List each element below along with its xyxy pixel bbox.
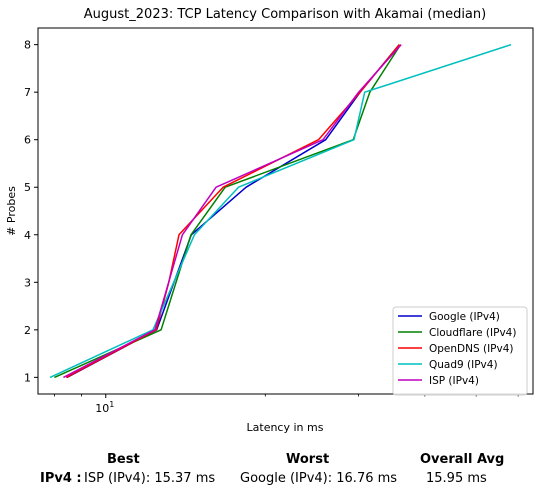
series-line-3 bbox=[65, 44, 400, 379]
legend-label: Cloudflare (IPv4) bbox=[429, 327, 516, 339]
legend-label: Quad9 (IPv4) bbox=[429, 359, 498, 371]
y-tick-label: 1 bbox=[24, 371, 31, 384]
ipv4-row-label: IPv4 : bbox=[40, 471, 82, 486]
x-axis: 101 bbox=[53, 394, 519, 415]
series-line-2 bbox=[54, 44, 402, 379]
best-header: Best bbox=[107, 452, 140, 467]
worst-value: Google (IPv4): 16.76 ms bbox=[240, 471, 398, 486]
overall-avg-header: Overall Avg bbox=[420, 452, 505, 467]
series-line-5 bbox=[63, 44, 402, 379]
chart-title: August_2023: TCP Latency Comparison with… bbox=[84, 7, 486, 22]
best-value: ISP (IPv4): 15.37 ms bbox=[84, 471, 216, 486]
y-tick-label: 3 bbox=[24, 276, 31, 289]
series-line-1 bbox=[66, 44, 400, 379]
legend-label: Google (IPv4) bbox=[429, 311, 500, 323]
legend: Google (IPv4) Cloudflare (IPv4) OpenDNS (I… bbox=[392, 306, 528, 396]
legend-label: OpenDNS (IPv4) bbox=[429, 343, 514, 355]
latency-chart: August_2023: TCP Latency Comparison with… bbox=[5, 7, 534, 434]
legend-frame bbox=[392, 306, 528, 396]
y-tick-label: 4 bbox=[24, 229, 31, 242]
x-tick-label: 101 bbox=[95, 400, 114, 415]
plot-frame bbox=[37, 27, 534, 395]
y-tick-label: 8 bbox=[24, 39, 31, 52]
y-tick-label: 6 bbox=[24, 134, 31, 147]
y-tick-label: 2 bbox=[24, 324, 31, 337]
y-tick-label: 7 bbox=[24, 86, 31, 99]
worst-header: Worst bbox=[286, 452, 330, 467]
y-axis: 1 2 3 4 5 6 7 8 bbox=[24, 39, 38, 384]
y-tick-label: 5 bbox=[24, 181, 31, 194]
x-axis-label: Latency in ms bbox=[247, 421, 324, 434]
series-line-4 bbox=[49, 43, 512, 379]
overall-avg-value: 15.95 ms bbox=[426, 471, 487, 486]
y-axis-label: # Probes bbox=[5, 186, 18, 236]
series-lines bbox=[49, 43, 512, 379]
legend-label: ISP (IPv4) bbox=[429, 375, 479, 387]
